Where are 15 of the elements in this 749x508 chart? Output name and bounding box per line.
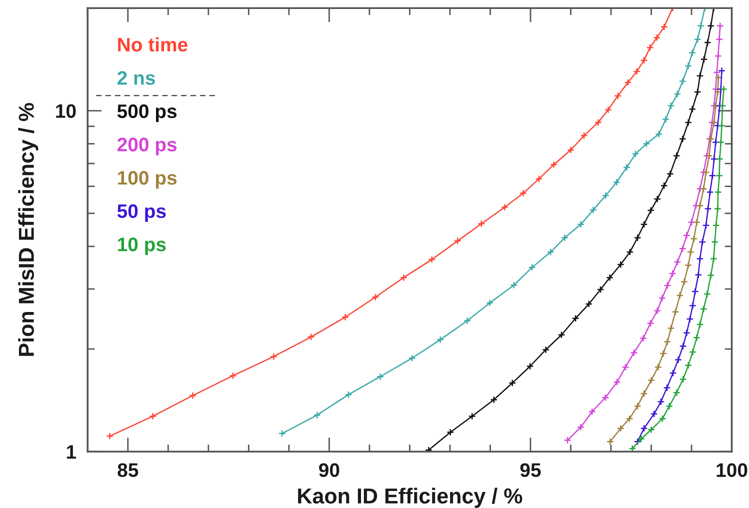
x-tick-label: 100 [716,463,748,478]
x-tick-label: 85 [118,463,138,478]
x-axis-title: Kaon ID Efficiency / % [298,488,522,508]
text: 100 ps [118,170,177,189]
text: 50 ps [117,204,166,222]
text: 200 ps [117,138,177,156]
text: 2 ns [117,71,155,85]
text: No time [118,37,188,52]
y-tick-label: 1 [66,445,76,459]
x-tick-label: 90 [319,463,340,478]
y-tick-label: 10 [56,104,76,118]
text: 500 ps [117,104,177,122]
x-tick-label: 95 [520,463,541,478]
y-axis-title: Pion MisID Efficiency / % [18,103,38,356]
text: 10 ps [118,238,166,256]
